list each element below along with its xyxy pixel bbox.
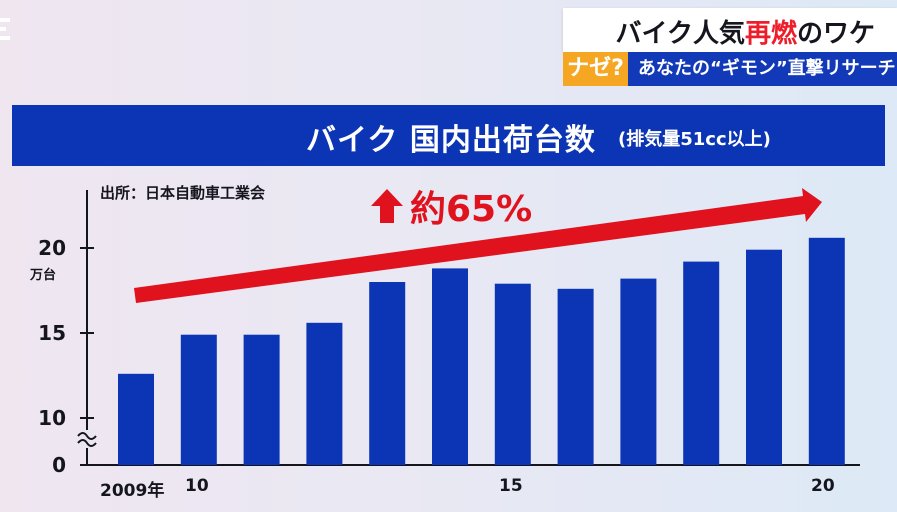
bar-2018 bbox=[683, 261, 720, 465]
y-tick-label-20: 20 bbox=[38, 236, 66, 260]
trend-arrow bbox=[134, 188, 822, 303]
x-tick-label-10: 10 bbox=[185, 476, 209, 496]
bar-2017 bbox=[620, 278, 657, 465]
y-axis-unit: 万台 bbox=[30, 268, 57, 283]
bar-group bbox=[118, 237, 845, 465]
bar-2014 bbox=[432, 268, 468, 465]
axis-break-icon bbox=[77, 432, 97, 440]
y-tick-label-10: 10 bbox=[38, 406, 66, 430]
x-tick-label-20: 20 bbox=[811, 476, 835, 496]
bar-2011 bbox=[243, 334, 280, 465]
x-tick-label-15: 15 bbox=[499, 476, 523, 496]
bar-2009 bbox=[118, 373, 154, 465]
program-title-highlight: 再燃 bbox=[744, 19, 797, 49]
bar-2015 bbox=[494, 283, 531, 465]
program-title-part2: のワケ bbox=[796, 19, 875, 49]
axis-break-gap bbox=[78, 430, 96, 448]
bar-2013 bbox=[369, 282, 406, 465]
naze-badge: ナゼ? bbox=[563, 52, 628, 86]
chart-subtitle: (排気量51cc以上) bbox=[618, 129, 771, 150]
y-tick-label-15: 15 bbox=[38, 321, 66, 345]
segment-banner: ナゼ? あなたの“ギモン”直撃リサーチ bbox=[563, 52, 897, 86]
segment-subtitle: あなたの“ギモン”直撃リサーチ bbox=[638, 58, 896, 79]
source-note: 出所：日本自動車工業会 bbox=[100, 184, 266, 202]
program-title: バイク人気再燃のワケ bbox=[615, 13, 875, 50]
bar-2019 bbox=[746, 249, 782, 465]
chart-title-bar: バイク 国内出荷台数 (排気量51cc以上) bbox=[12, 105, 885, 166]
y-tick-label-0: 0 bbox=[52, 453, 66, 477]
axis-break-icon bbox=[77, 439, 97, 447]
corner-mark bbox=[0, 18, 12, 40]
x-tick-label-2009: 2009年 bbox=[100, 481, 165, 501]
bar-2020 bbox=[808, 237, 845, 465]
growth-annotation: 約65% bbox=[410, 189, 533, 230]
bar-2012 bbox=[306, 322, 343, 465]
bar-2010 bbox=[180, 334, 217, 465]
program-title-part1: バイク人気 bbox=[615, 19, 745, 49]
bar-2016 bbox=[557, 288, 594, 465]
program-title-banner: バイク人気再燃のワケ bbox=[563, 8, 897, 52]
up-arrow-icon bbox=[371, 189, 403, 223]
chart-title: バイク 国内出荷台数 bbox=[306, 123, 596, 158]
